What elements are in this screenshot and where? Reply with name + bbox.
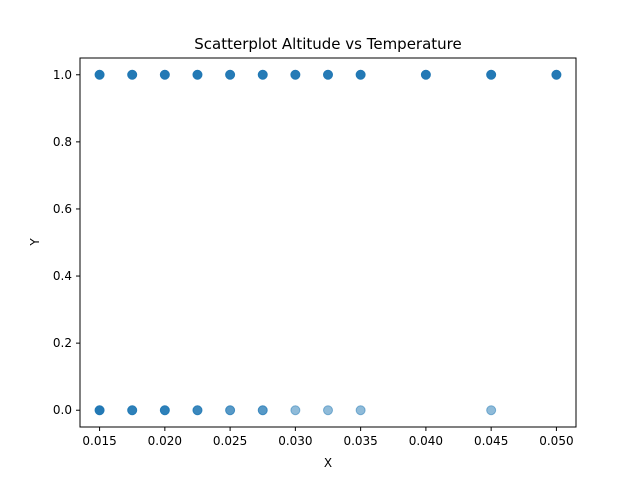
data-point bbox=[290, 405, 301, 416]
data-point bbox=[94, 405, 105, 416]
x-tick-label: 0.020 bbox=[148, 434, 182, 448]
data-point bbox=[323, 69, 333, 80]
x-tick-label: 0.030 bbox=[278, 434, 312, 448]
data-point bbox=[323, 405, 333, 416]
y-tick-label: 0.8 bbox=[53, 135, 72, 149]
points-layer bbox=[94, 69, 562, 416]
data-point bbox=[355, 405, 366, 416]
x-tick-label: 0.050 bbox=[539, 434, 573, 448]
y-tick-label: 0.4 bbox=[53, 269, 72, 283]
y-tick-label: 0.2 bbox=[53, 336, 72, 350]
data-point bbox=[420, 69, 431, 80]
x-tick-label: 0.035 bbox=[343, 434, 377, 448]
data-point bbox=[486, 405, 497, 416]
x-tick-label: 0.040 bbox=[409, 434, 443, 448]
x-tick-label: 0.045 bbox=[474, 434, 508, 448]
chart-title: Scatterplot Altitude vs Temperature bbox=[194, 35, 462, 53]
y-axis: 0.0 0.2 0.4 0.6 0.8 1.0 bbox=[53, 68, 80, 417]
data-point bbox=[127, 405, 138, 416]
x-axis: 0.015 0.020 0.025 0.030 0.035 0.040 0.045 0.050 bbox=[82, 427, 574, 448]
data-point bbox=[192, 405, 203, 416]
y-tick-label: 0.0 bbox=[53, 403, 72, 417]
data-point bbox=[290, 69, 301, 80]
data-point bbox=[159, 69, 170, 80]
data-point bbox=[257, 69, 268, 80]
x-tick-label: 0.025 bbox=[213, 434, 247, 448]
data-point bbox=[355, 69, 366, 80]
data-point bbox=[551, 69, 562, 80]
y-axis-label: Y bbox=[28, 238, 42, 247]
y-tick-label: 0.6 bbox=[53, 202, 72, 216]
data-point bbox=[159, 405, 170, 416]
data-point bbox=[127, 69, 138, 80]
data-point bbox=[225, 405, 236, 416]
data-point bbox=[486, 69, 497, 80]
data-point bbox=[192, 69, 203, 80]
data-point bbox=[257, 405, 268, 416]
plot-frame bbox=[79, 57, 577, 428]
x-axis-label: X bbox=[324, 456, 332, 470]
y-tick-label: 1.0 bbox=[53, 68, 72, 82]
data-point bbox=[225, 69, 236, 80]
data-point bbox=[94, 69, 105, 80]
x-tick-label: 0.015 bbox=[82, 434, 116, 448]
